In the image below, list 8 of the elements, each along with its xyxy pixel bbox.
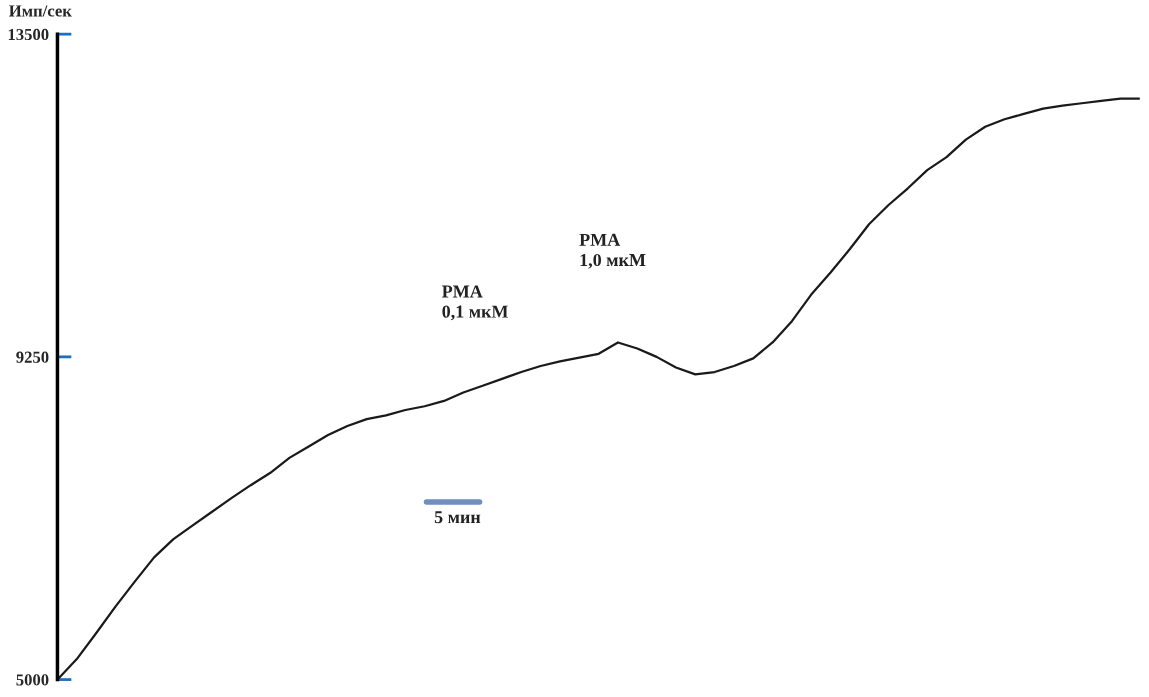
y-tick-label: 9250 (16, 351, 49, 363)
line-series (57, 97, 1140, 680)
annotation: PMA 0,1 мкМ (441, 285, 508, 321)
annotation: PMA 1,0 мкМ (579, 233, 646, 269)
y-axis-title: Имп/сек (9, 5, 72, 17)
y-tick-label: 13500 (8, 28, 49, 41)
annotation: 5 мин (434, 511, 481, 524)
y-tick-label: 5000 (16, 674, 49, 686)
